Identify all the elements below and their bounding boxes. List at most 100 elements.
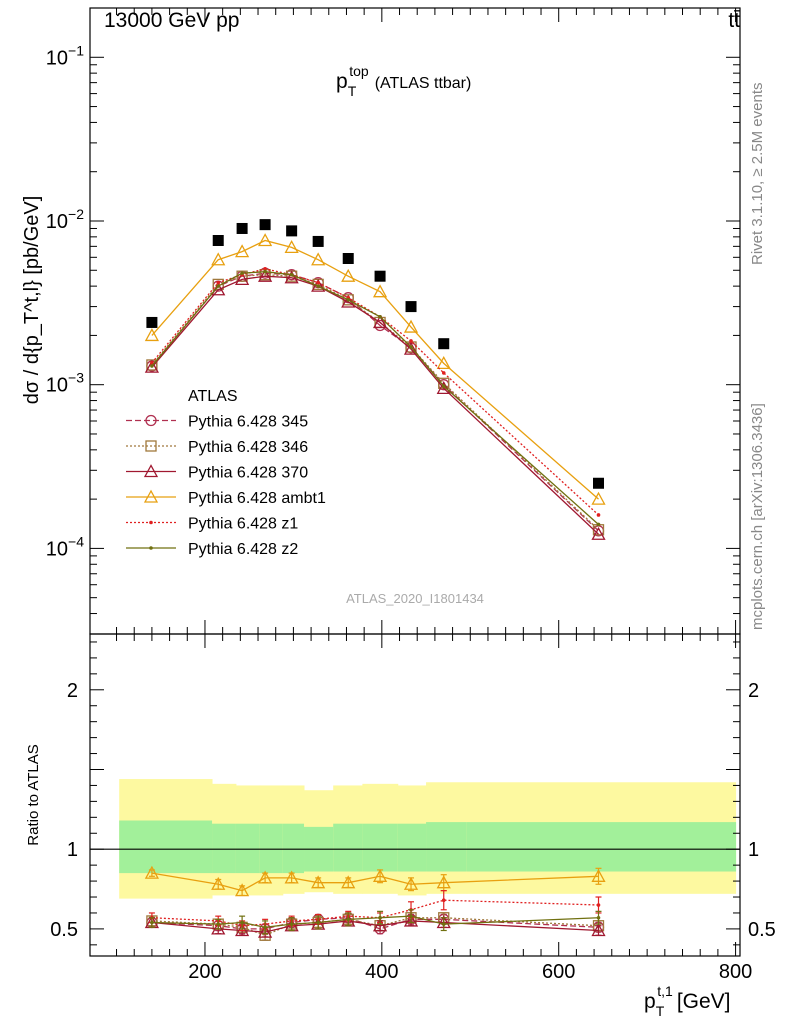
data-point: [144, 359, 159, 373]
ratio-line: [151, 899, 599, 927]
legend-label: Pythia 6.428 346: [188, 439, 308, 456]
ratio-y-tick-label-right: 1: [748, 839, 759, 861]
data-point: [436, 356, 451, 370]
data-point: [591, 491, 606, 505]
ratio-point: [258, 924, 273, 938]
ratio-point: [284, 870, 299, 884]
green-band: [333, 823, 363, 872]
ratio-point: [403, 876, 419, 890]
tick-exponent: −1: [68, 42, 84, 58]
side-mcplots-label: mcplots.cern.ch [arXiv:1306.3436]: [749, 403, 766, 630]
legend-label: Pythia 6.428 z1: [188, 516, 298, 533]
data-point: [436, 380, 451, 394]
data-point: [235, 244, 250, 258]
side-rivet-label: Rivet 3.1.10, ≥ 2.5M events: [749, 83, 766, 266]
series-line: [151, 239, 599, 500]
data-point: [409, 345, 413, 349]
legend-entry: Pythia 6.428 z2: [126, 541, 298, 558]
data-point: [212, 234, 224, 246]
legend-marker: [149, 546, 153, 550]
legend-marker: [143, 464, 159, 478]
ratio-point: [150, 920, 154, 925]
legend-entry: Pythia 6.428 345: [126, 414, 308, 431]
main-plot-area: [144, 219, 606, 540]
green-band: [466, 822, 737, 872]
data-point: [284, 240, 299, 254]
data-point: [235, 271, 250, 286]
green-band: [426, 822, 468, 872]
legend-entry: Pythia 6.428 370: [126, 464, 308, 482]
data-point: [438, 338, 450, 350]
data-point: [263, 269, 267, 274]
ratio-point: [596, 915, 601, 920]
data-point: [286, 225, 298, 237]
data-point: [441, 384, 446, 388]
title-superscript: top: [349, 63, 369, 79]
data-point: [596, 522, 601, 527]
ratio-point: [216, 922, 221, 926]
legend-label: Pythia 6.428 ambt1: [188, 490, 326, 507]
data-point: [263, 267, 267, 271]
legend-entry: Pythia 6.428 ambt1: [126, 489, 326, 507]
ratio-series-5: [148, 909, 602, 935]
main-axes: 10−110−210−310−4: [46, 7, 740, 635]
data-point: [284, 270, 299, 284]
green-band: [119, 820, 213, 874]
legend-label: Pythia 6.428 345: [188, 414, 308, 431]
data-point: [311, 278, 326, 292]
data-point: [311, 252, 326, 266]
data-point: [342, 253, 354, 265]
green-band: [282, 823, 305, 874]
data-point: [405, 301, 417, 313]
data-point: [216, 280, 221, 285]
data-point: [150, 364, 154, 368]
data-point: [236, 222, 248, 234]
data-point: [403, 319, 419, 333]
ratio-point: [311, 875, 326, 889]
tick-base: 10: [46, 211, 68, 233]
legend-entry: Pythia 6.428 346: [126, 439, 308, 456]
ratio-point: [258, 870, 273, 884]
ratio-point: [316, 920, 320, 925]
ratio-y-axis-label: Ratio to ATLAS: [25, 744, 42, 845]
ratio-y-tick-label-right: 0.5: [748, 919, 776, 941]
legend-entry: ATLAS: [188, 388, 238, 405]
data-point: [150, 361, 154, 365]
ratio-point: [289, 922, 294, 926]
ratio-point: [372, 868, 388, 882]
data-point: [596, 513, 601, 517]
x-tick-label: 800: [719, 961, 752, 983]
x-axis-label: pTt,1 [GeV]: [644, 983, 731, 1019]
legend-entry: Pythia 6.428 z1: [126, 516, 298, 533]
data-point: [374, 270, 386, 282]
data-point: [316, 284, 320, 288]
series-0: [146, 219, 605, 489]
ratio-point: [591, 923, 606, 937]
ratio-point: [341, 875, 356, 889]
ratio-point: [240, 920, 244, 925]
data-point: [312, 235, 324, 247]
data-point: [258, 268, 273, 282]
data-point: [441, 371, 446, 375]
ratio-point: [378, 915, 382, 920]
ratio-point: [409, 914, 413, 918]
green-band: [397, 823, 427, 872]
ratio-plot-frame: [89, 633, 741, 957]
x-label-symbol: p: [644, 990, 656, 1013]
tick-exponent: −2: [68, 206, 84, 222]
series-4: [144, 233, 606, 505]
main-plot-title: pTtop (ATLAS ttbar): [336, 63, 471, 99]
green-band: [235, 823, 261, 874]
ratio-y-tick-label-right: 2: [748, 680, 759, 702]
data-point: [346, 298, 351, 302]
tick-base: 10: [46, 375, 68, 397]
ratio-y-tick-label: 1: [67, 839, 78, 861]
uncertainty-bands: [119, 779, 737, 899]
legend: ATLAS Pythia 6.428 345 Pythia 6.428 346 Pyt…: [126, 388, 326, 558]
analysis-watermark: ATLAS_2020_I1801434: [346, 591, 484, 606]
tick-base: 10: [46, 538, 68, 560]
x-tick-label: 200: [188, 961, 221, 983]
data-point: [240, 271, 244, 275]
data-point: [372, 315, 388, 329]
